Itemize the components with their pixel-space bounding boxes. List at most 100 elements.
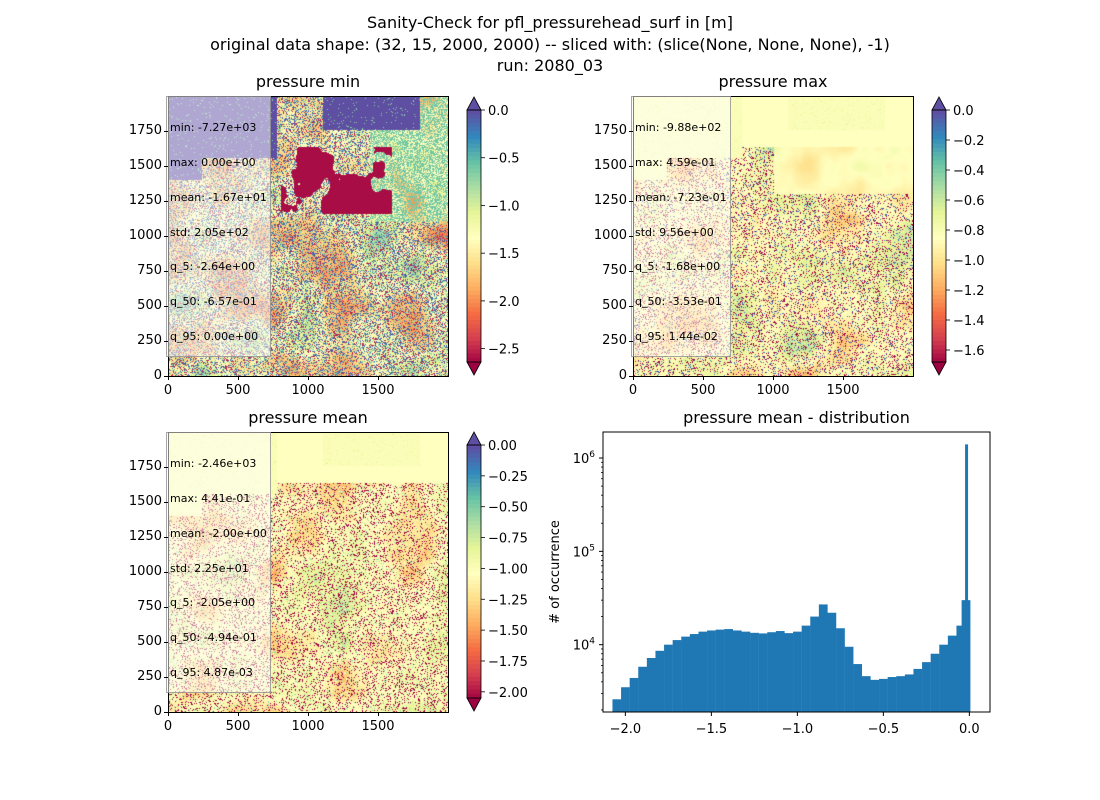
colorbar-segment (467, 261, 481, 266)
histogram-x-tick-label: 0.0 (959, 722, 980, 737)
colorbar-segment (467, 278, 481, 283)
y-tick-label: 1500 (593, 158, 627, 173)
colorbar-segment (467, 525, 481, 530)
colorbar-tick-label: −1.6 (953, 344, 985, 359)
colorbar-segment (467, 147, 481, 153)
colorbar-segment (932, 181, 946, 187)
histogram-bar (698, 631, 708, 712)
colorbar-segment (467, 470, 481, 476)
y-tick-mark (629, 341, 633, 342)
stats-box-pressure-max: min: -9.88e+02 max: 4.59e-01 mean: -7.23… (631, 96, 731, 358)
colorbar-segment (467, 533, 481, 539)
y-tick-mark (164, 712, 168, 713)
colorbar-segment (467, 638, 481, 644)
y-tick-label: 0 (153, 704, 162, 719)
colorbar-segment (932, 215, 946, 220)
panel-title-pressure-min: pressure min (255, 72, 361, 91)
y-tick-label: 1000 (593, 228, 627, 243)
histogram-bar (939, 644, 949, 712)
colorbar-segment (932, 357, 946, 363)
colorbar-segment (467, 685, 481, 691)
stat-line: q_50: -6.57e-01 (170, 295, 257, 309)
colorbar-tick-label: −1.75 (488, 655, 528, 670)
colorbar-segment (467, 227, 481, 233)
colorbar-segment (932, 194, 946, 199)
colorbar-segment (467, 567, 481, 573)
y-tick-label: 250 (602, 333, 627, 348)
colorbar-segment (467, 550, 481, 556)
colorbar-segment (932, 156, 946, 161)
y-tick-label: 0 (618, 368, 627, 383)
colorbar-segment (467, 647, 481, 653)
x-tick-mark (238, 712, 239, 716)
colorbar-segment (932, 328, 946, 334)
colorbar-segment (467, 466, 481, 471)
colorbar-segment (932, 290, 946, 296)
colorbar-frame (931, 109, 947, 363)
colorbar-segment (467, 609, 481, 615)
y-tick-label: 1000 (128, 564, 162, 579)
colorbar-segment (467, 491, 481, 497)
colorbar-segment (932, 282, 946, 287)
figure-title-line3: run: 2080_03 (496, 56, 604, 75)
stat-line: min: -9.88e+02 (635, 121, 722, 135)
colorbar-segment (467, 668, 481, 674)
y-tick-mark (164, 376, 168, 377)
colorbar-segment (467, 453, 481, 459)
colorbar-segment (467, 341, 481, 346)
colorbar-segment (467, 353, 481, 359)
colorbar-tick-label: −1.0 (953, 254, 985, 269)
histogram-title: pressure mean - distribution (683, 408, 910, 427)
stat-line: q_5: -1.68e+00 (635, 260, 721, 274)
y-tick-mark (164, 607, 168, 608)
colorbar-segment (467, 516, 481, 522)
colorbar-segment (467, 206, 481, 212)
colorbar-segment (932, 126, 946, 132)
colorbar-segment (467, 626, 481, 632)
histogram-bar (870, 679, 880, 712)
histogram-bar (861, 676, 871, 712)
colorbar-tick-label: 0.00 (488, 439, 517, 454)
y-tick-mark (629, 236, 633, 237)
colorbar-segment (467, 286, 481, 292)
colorbar-segment (467, 236, 481, 241)
colorbar-segment (467, 672, 481, 678)
colorbar-segment (932, 265, 946, 271)
colorbar-segment (932, 152, 946, 157)
colorbar-segment (467, 282, 481, 287)
colorbar-tick-label: −1.2 (953, 284, 985, 299)
colorbar-segment (467, 601, 481, 606)
histogram-x-tick-label: −1.0 (782, 722, 814, 737)
colorbar-segment (467, 445, 481, 450)
x-tick-label: 500 (225, 383, 251, 398)
colorbar-segment (932, 160, 946, 166)
colorbar-segment (467, 554, 481, 560)
y-tick-mark (164, 271, 168, 272)
colorbar-tick-label: −0.8 (953, 224, 985, 239)
colorbar-segment (467, 487, 481, 492)
colorbar-segment (467, 643, 481, 648)
histogram-y-tick-label: 105 (573, 543, 595, 560)
y-tick-label: 750 (137, 599, 162, 614)
y-tick-mark (164, 306, 168, 307)
colorbar-segment (932, 231, 946, 237)
histogram-bar (655, 650, 665, 712)
panel-title-pressure-mean: pressure mean (248, 408, 368, 427)
colorbar-segment (932, 332, 946, 338)
colorbar-segment (467, 210, 481, 216)
stat-line: q_50: -3.53e-01 (635, 295, 722, 309)
colorbar-segment (932, 168, 946, 174)
x-tick-label: 1000 (291, 719, 325, 734)
colorbar-segment (467, 131, 481, 136)
colorbar-segment (467, 198, 481, 203)
colorbar-segment (932, 131, 946, 136)
histogram-bar (767, 632, 777, 712)
histogram-bar (947, 635, 957, 712)
colorbar-segment (467, 681, 481, 686)
colorbar-tick-label: −1.25 (488, 593, 528, 608)
colorbar-segment (467, 143, 481, 149)
histogram-bar (913, 668, 923, 712)
histogram-bar (741, 631, 751, 712)
colorbar-segment (467, 357, 481, 363)
